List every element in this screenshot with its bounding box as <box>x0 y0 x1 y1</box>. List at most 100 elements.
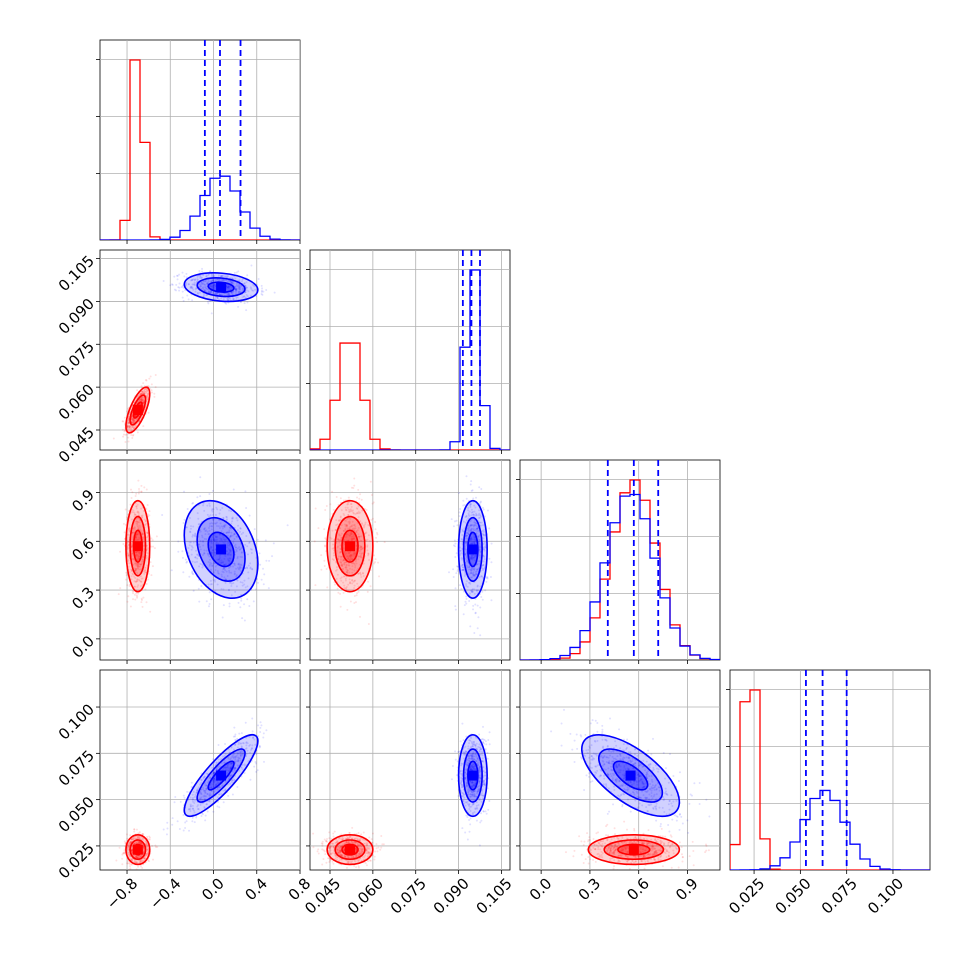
sample-point <box>367 554 370 557</box>
sample-point <box>201 270 204 273</box>
sample-point <box>171 817 174 820</box>
sample-point <box>219 278 222 281</box>
sample-point <box>336 573 339 576</box>
sample-point <box>198 543 201 546</box>
sample-point <box>353 584 356 587</box>
sample-point <box>176 820 179 823</box>
sample-point <box>194 533 197 536</box>
sample-point <box>117 593 120 596</box>
sample-point <box>472 554 475 557</box>
sample-point <box>141 399 144 402</box>
sample-point <box>150 383 153 386</box>
sample-point <box>230 582 233 585</box>
sample-point <box>221 279 224 282</box>
sample-point <box>202 777 205 780</box>
sample-point <box>146 534 149 537</box>
sample-point <box>222 516 225 519</box>
sample-point <box>365 531 368 534</box>
sample-point <box>136 389 139 392</box>
sample-point <box>224 540 227 543</box>
sample-point <box>203 528 206 531</box>
sample-point <box>343 587 346 590</box>
sample-point <box>460 537 463 540</box>
sample-point <box>242 754 245 757</box>
sample-point <box>478 534 481 537</box>
sample-point <box>200 793 203 796</box>
sample-point <box>236 547 239 550</box>
sample-point <box>207 561 210 564</box>
sample-point <box>135 522 138 525</box>
sample-point <box>353 529 356 532</box>
sample-point <box>342 559 345 562</box>
sample-point <box>214 291 217 294</box>
sample-point <box>205 784 208 787</box>
sample-point <box>127 419 130 422</box>
sample-point <box>135 563 138 566</box>
sample-point <box>466 532 469 535</box>
sample-point <box>233 766 236 769</box>
sample-point <box>128 853 131 856</box>
sample-point <box>482 564 485 567</box>
sample-point <box>461 568 464 571</box>
sample-point <box>229 762 232 765</box>
sample-point <box>127 424 130 427</box>
sample-point <box>205 795 208 798</box>
sample-point <box>477 536 480 539</box>
sample-point <box>347 503 350 506</box>
sample-point <box>131 852 134 855</box>
sample-point <box>482 563 485 566</box>
sample-point <box>250 747 253 750</box>
sample-point <box>141 605 144 608</box>
sample-point <box>137 394 140 397</box>
sample-point <box>215 783 218 786</box>
sample-point <box>201 267 204 270</box>
sample-point <box>244 721 247 724</box>
sample-point <box>460 564 463 567</box>
sample-point <box>210 540 213 543</box>
sample-point <box>132 527 135 530</box>
sample-point <box>127 421 130 424</box>
sample-point <box>232 282 235 285</box>
sample-point <box>472 524 475 527</box>
sample-point <box>212 538 215 541</box>
sample-point <box>230 281 233 284</box>
sample-point <box>135 551 138 554</box>
sample-point <box>139 855 142 858</box>
sample-point <box>470 524 473 527</box>
sample-point <box>474 572 477 575</box>
sample-point <box>480 487 483 490</box>
sample-point <box>236 746 239 749</box>
sample-point <box>143 570 146 573</box>
sample-point <box>348 508 351 511</box>
sample-point <box>342 575 345 578</box>
sample-point <box>134 514 137 517</box>
sample-point <box>351 568 354 571</box>
sample-point <box>139 860 142 863</box>
sample-point <box>325 568 328 571</box>
sample-point <box>146 544 149 547</box>
sample-point <box>137 584 140 587</box>
sample-point <box>341 560 344 563</box>
sample-point <box>227 287 230 290</box>
sample-point <box>202 540 205 543</box>
sample-point <box>479 634 482 637</box>
sample-point <box>148 836 151 839</box>
sample-point <box>143 572 146 575</box>
sample-point <box>482 533 485 536</box>
sample-point <box>148 514 151 517</box>
sample-point <box>191 572 194 575</box>
sample-point <box>177 286 180 289</box>
sample-point <box>197 554 200 557</box>
sample-point <box>210 542 213 545</box>
sample-point <box>465 583 468 586</box>
sample-point <box>471 590 474 593</box>
sample-point <box>133 828 136 831</box>
sample-point <box>459 553 462 556</box>
sample-point <box>337 558 340 561</box>
sample-point <box>245 741 248 744</box>
sample-point <box>349 557 352 560</box>
sample-point <box>130 549 133 552</box>
sample-point <box>149 610 152 613</box>
sample-point <box>461 533 464 536</box>
sample-point <box>228 531 231 534</box>
